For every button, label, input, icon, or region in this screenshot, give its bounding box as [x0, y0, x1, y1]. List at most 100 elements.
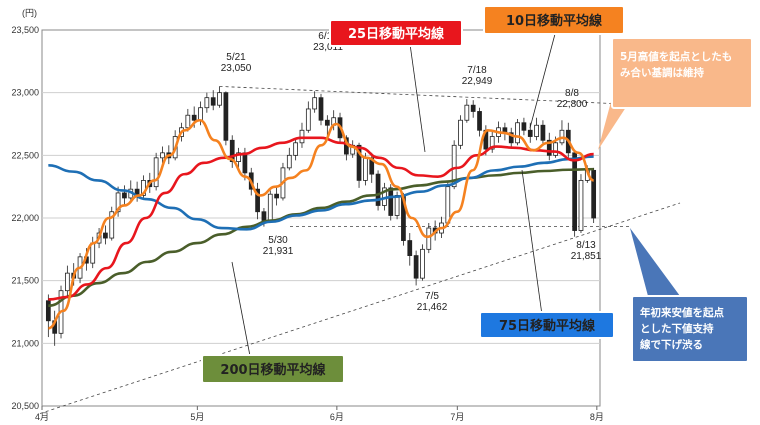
support-line: [39, 202, 681, 414]
note1-text-line1: 5月高値を起点としたも: [620, 50, 732, 63]
candle-body: [420, 248, 425, 279]
annotation-value: 21,851: [571, 251, 602, 262]
note1-text-line2: み合い基調は維持: [620, 66, 704, 79]
ma75-callout-label: 75日移動平均線: [499, 318, 596, 334]
candle-body: [242, 152, 248, 174]
y-tick-label: 22,000: [11, 213, 39, 223]
ma10-callout-box: [483, 5, 625, 35]
note2-text-line1: 年初来安値を起点: [640, 306, 724, 319]
y-tick-label: 20,500: [11, 401, 39, 411]
y-tick-label: 22,500: [11, 150, 39, 160]
candle-body: [546, 139, 552, 156]
ma25-callout-label: 25日移動平均線: [348, 26, 445, 42]
annotation-value: 21,462: [417, 302, 448, 313]
annotation-date: 6/12: [318, 31, 338, 42]
candle-body: [521, 122, 527, 131]
x-tick-label: 7月: [450, 412, 464, 422]
annotation-date: 7/18: [467, 65, 487, 76]
ma75-leader: [521, 169, 543, 316]
x-tick-label: 6月: [330, 412, 344, 422]
candle-body: [369, 157, 375, 175]
note2-box: [631, 295, 749, 363]
y-tick-label: 21,000: [11, 338, 39, 348]
candle-body: [534, 124, 539, 137]
candle-body: [286, 154, 292, 169]
candle-body: [191, 114, 197, 121]
chart-grid: [41, 29, 601, 407]
ma25-line: [48, 136, 594, 301]
candle-body: [210, 97, 216, 106]
candle-body: [375, 173, 381, 206]
y-unit-label: (円): [22, 8, 37, 18]
candle-body: [515, 122, 520, 144]
ma75-line: [48, 155, 594, 231]
candle-body: [553, 142, 558, 156]
candle-body: [458, 119, 463, 146]
candle-body: [185, 114, 191, 129]
candlesticks: [45, 86, 597, 346]
candle-body: [489, 136, 495, 150]
ma10-line: [47, 118, 595, 330]
ma10-callout-label: 10日移動平均線: [506, 13, 603, 29]
annotation-date: 5/21: [226, 52, 246, 63]
annotation-value: 22,800: [557, 99, 588, 110]
annotation-value: 22,949: [462, 76, 493, 87]
candle-body: [451, 144, 457, 188]
ma25-leader: [409, 43, 426, 153]
ma75-callout-box: [479, 311, 615, 339]
candle-body: [318, 97, 324, 121]
candle-body: [293, 142, 299, 156]
candle-body: [217, 92, 222, 106]
annotation-date: 7/5: [425, 291, 439, 302]
x-axis: 4月 5月 6月 7月 8月: [35, 406, 604, 422]
ma200-callout-label: 200日移動平均線: [220, 362, 326, 378]
callouts: 25日移動平均線 10日移動平均線 75日移動平均線 200日移動平均線 5月高値を起点…: [201, 5, 753, 384]
candle-body: [267, 193, 273, 221]
candle-body: [356, 144, 362, 181]
candle-body: [261, 211, 267, 221]
candle-body: [204, 97, 210, 109]
candle-body: [160, 152, 165, 159]
candle-body: [540, 124, 546, 141]
candle-body: [464, 104, 470, 121]
annotation-date: 8/8: [565, 88, 579, 99]
candle-body: [477, 111, 482, 131]
y-axis: (円) 23,500 23,000 22,500 22,000 21,500 21,000 2…: [11, 8, 39, 411]
candle-body: [198, 107, 203, 121]
candle-body: [388, 187, 394, 216]
note2-text-line3: 線で下げ渋る: [640, 338, 703, 351]
x-tick-label: 5月: [190, 412, 204, 422]
x-tick-label: 4月: [35, 412, 49, 422]
candle-body: [122, 192, 127, 199]
candle-body: [407, 240, 413, 256]
ma10-leader: [529, 33, 556, 129]
candle-body: [236, 152, 241, 162]
annotation-date: 8/13: [576, 240, 596, 251]
candle-body: [312, 97, 318, 110]
annotation-date: 5/30: [268, 235, 288, 246]
candle-body: [274, 193, 279, 199]
candle-body: [153, 157, 159, 188]
annotation-value: 23,050: [221, 63, 252, 74]
candle-body: [223, 92, 229, 141]
annotation-value: 23,011: [313, 42, 343, 53]
candle-body: [64, 272, 70, 292]
note1-pointer: [598, 98, 632, 150]
note1-box: [611, 37, 753, 109]
candle-body: [426, 227, 432, 250]
moving-averages: [47, 118, 595, 330]
candle-body: [324, 119, 330, 126]
ma200-callout-box: [201, 354, 345, 384]
candle-body: [305, 108, 311, 131]
candle-body: [527, 129, 533, 137]
candle-body: [578, 179, 584, 231]
candle-body: [103, 232, 108, 239]
candle-body: [508, 132, 514, 144]
ma200-leader: [231, 261, 251, 357]
annotation-value: 21,931: [263, 246, 294, 257]
ma200-line: [48, 167, 594, 308]
candle-body: [413, 255, 419, 279]
note2-pointer: [630, 228, 680, 296]
candle-body: [229, 139, 235, 163]
